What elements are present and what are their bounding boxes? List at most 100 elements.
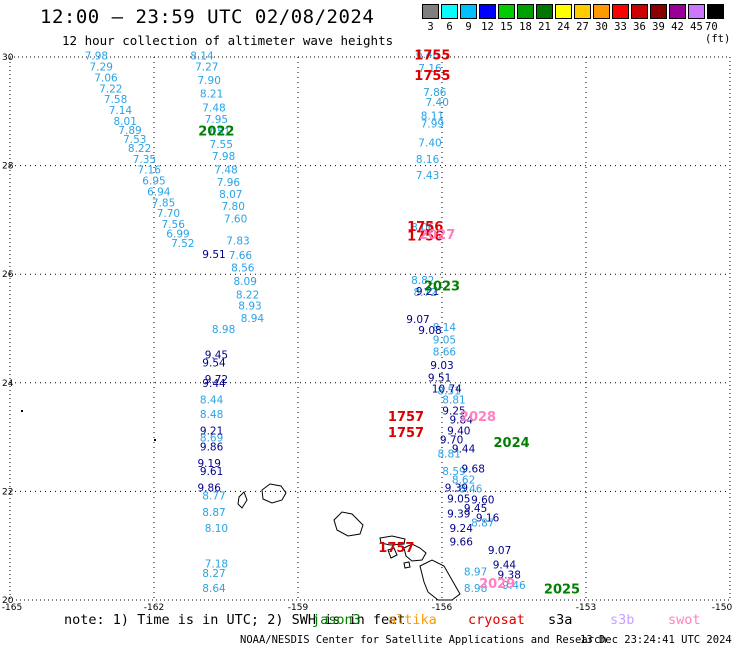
wave-height-label: 8.93 (238, 301, 261, 313)
legend-swatch (707, 4, 724, 19)
wave-height-label: 9.68 (462, 463, 485, 475)
wave-height-label: 7.43 (416, 170, 439, 182)
wave-height-label: 7.56 (162, 219, 186, 231)
legend-label: 3 (427, 21, 434, 33)
wave-height-label: 8.97 (464, 567, 487, 579)
wave-height-label: 8.87 (471, 518, 494, 530)
legend-label: 42 (671, 21, 684, 33)
wave-height-label: 7.18 (205, 558, 228, 570)
legend-label: 12 (481, 21, 494, 33)
lat-tick-label: 22 (2, 487, 13, 497)
legend-swatch (669, 4, 686, 19)
wave-height-label: 7.89 (118, 125, 141, 137)
wave-height-label: 9.39 (445, 482, 468, 494)
wave-height-label: 8.27 (202, 568, 225, 580)
lon-tick-label: -159 (288, 603, 309, 613)
wave-height-label: 7.55 (210, 139, 233, 151)
wave-height-label: 8.62 (452, 474, 475, 486)
legend-swatch (574, 4, 591, 19)
lon-tick-label: -156 (432, 603, 453, 613)
wave-height-label: 8.56 (231, 263, 255, 275)
pass-time-label: 1757 (388, 410, 424, 425)
satellite-cryosat: cryosat (468, 612, 525, 628)
map-title: 12:00 — 23:59 UTC 02/08/2024 (40, 6, 375, 28)
legend-swatch (650, 4, 667, 19)
legend-label: 45 (690, 21, 703, 33)
wave-height-label: 6.94 (147, 187, 171, 199)
wave-height-label: 9.70 (440, 435, 463, 447)
wave-height-label: 7.85 (152, 197, 175, 209)
wave-height-label: 9.24 (450, 523, 474, 535)
wave-height-label: 7.51 (207, 127, 230, 139)
legend-label: 6 (446, 21, 453, 33)
wave-height-label: 9.66 (450, 537, 474, 549)
wave-height-label: 7.83 (226, 235, 249, 247)
wave-height-label: 8.11 (421, 110, 444, 122)
wave-height-label: 9.60 (471, 494, 494, 506)
legend-swatch (517, 4, 534, 19)
wave-height-label: 7.35 (133, 154, 156, 166)
wave-height-label: 6.99 (166, 228, 189, 240)
wave-height-label: 8.01 (114, 116, 137, 128)
legend-swatch (536, 4, 553, 19)
credit-line: NOAA/NESDIS Center for Satellite Applica… (240, 634, 607, 646)
pass-time-label: 1756 (407, 220, 443, 235)
wave-height-label: 7.16 (418, 63, 442, 75)
legend-swatch (612, 4, 629, 19)
wave-height-label: 9.72 (205, 374, 228, 386)
wave-height-label: 9.44 (452, 443, 476, 455)
wave-height-label: 8.09 (234, 276, 257, 288)
legend-label: 21 (538, 21, 551, 33)
satellite-jason3: jason3 (312, 612, 361, 628)
legend-swatch (422, 4, 439, 19)
wave-height-label: 7.98 (85, 51, 108, 63)
wave-height-label: 8.72 (414, 287, 437, 299)
satellite-s3a: s3a (548, 612, 573, 628)
lon-tick-label: -165 (2, 603, 22, 613)
satellite-s3b: s3b (610, 612, 635, 628)
wave-height-label: 7.40 (426, 97, 449, 109)
wave-height-label: 7.40 (418, 138, 441, 150)
wave-height-label: 9.08 (418, 325, 441, 337)
wave-height-label: 7.16 (138, 165, 162, 177)
wave-height-label: 9.46 (502, 580, 526, 592)
lat-tick-label: 20 (2, 596, 14, 606)
wave-height-label: 9.19 (198, 458, 221, 470)
wave-height-label: 8.82 (411, 275, 434, 287)
wave-height-label: 8.98 (464, 583, 487, 595)
wave-height-label: 9.39 (447, 509, 470, 521)
wave-height-label: 7.98 (212, 151, 235, 163)
wave-height-label: 8.46 (459, 484, 483, 496)
wave-height-label: 8.66 (433, 347, 457, 359)
pass-time-label: 1755 (414, 49, 450, 64)
island-maui (403, 543, 427, 562)
wave-height-label: 8.22 (236, 290, 259, 302)
wave-height-label: 7.58 (104, 94, 127, 106)
wave-height-label: 8.51 (438, 386, 461, 398)
observation-labels: 7.987.297.067.227.587.148.017.897.538.22… (85, 49, 580, 598)
pass-time-label: 2022 (198, 125, 234, 140)
pass-time-label: 2023 (424, 280, 460, 295)
wave-height-label: 9.21 (200, 425, 223, 437)
island-kauai (261, 483, 287, 504)
wave-height-label: 7.80 (222, 201, 245, 213)
wave-height-label: 9.61 (200, 466, 223, 478)
legend-swatch (460, 4, 477, 19)
wave-height-label: 9.21 (416, 286, 439, 298)
axis-labels: 30 28 26 24 22 20-165 -162 -159 -156 -153 -150 (2, 53, 733, 613)
wave-height-label: 10.74 (432, 384, 462, 396)
wave-height-label: 9.86 (198, 482, 222, 494)
wave-height-label: 9.03 (430, 360, 453, 372)
pass-time-label: 2025 (544, 583, 580, 598)
wave-height-label: 6.95 (142, 176, 165, 188)
legend-swatch (479, 4, 496, 19)
legend-label: 27 (576, 21, 589, 33)
wave-height-label: 7.06 (94, 72, 118, 84)
legend-swatch (688, 4, 705, 19)
legend-swatch (498, 4, 515, 19)
wave-height-label: 9.40 (447, 425, 470, 437)
wave-height-label: 8.10 (205, 523, 228, 535)
legend-label: 30 (595, 21, 608, 33)
wave-height-label: 8.59 (442, 466, 465, 478)
legend-swatch (631, 4, 648, 19)
